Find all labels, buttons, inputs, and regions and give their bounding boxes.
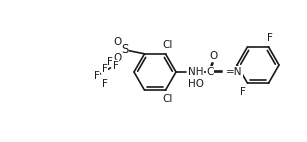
Text: =N: =N — [226, 67, 243, 77]
Text: F: F — [107, 57, 112, 67]
Text: F: F — [94, 71, 99, 81]
Text: S: S — [121, 43, 128, 56]
Text: F: F — [113, 61, 119, 71]
Text: HO: HO — [188, 79, 204, 89]
Text: Cl: Cl — [162, 40, 173, 50]
Text: F: F — [102, 79, 107, 89]
Text: O: O — [209, 51, 217, 61]
Text: C: C — [206, 67, 214, 77]
Text: F: F — [266, 33, 272, 43]
Text: NH: NH — [188, 67, 204, 77]
Text: O: O — [113, 37, 122, 47]
Text: F: F — [102, 64, 107, 74]
Text: O: O — [113, 53, 122, 63]
Text: F: F — [239, 87, 245, 97]
Text: Cl: Cl — [162, 94, 173, 104]
